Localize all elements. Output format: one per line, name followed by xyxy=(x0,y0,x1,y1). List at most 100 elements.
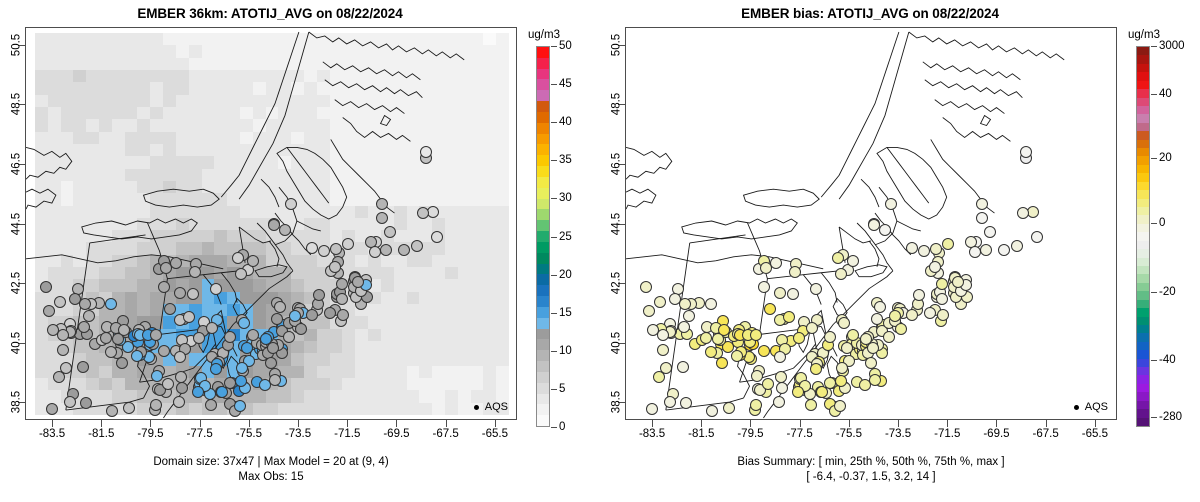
colorbar-tick xyxy=(1151,291,1157,293)
raster-cell xyxy=(419,291,433,305)
colorbar-segment xyxy=(1137,190,1149,199)
raster-cell xyxy=(406,291,420,305)
raster-cell xyxy=(214,217,228,231)
raster-cell xyxy=(111,119,125,132)
colorbar-segment xyxy=(1137,257,1149,266)
raster-cell xyxy=(188,94,202,107)
aqs-monitor-point xyxy=(888,310,901,323)
colorbar-segment xyxy=(1137,375,1149,384)
raster-cell xyxy=(47,57,61,70)
aqs-monitor-point xyxy=(868,374,881,387)
raster-cell xyxy=(483,390,497,403)
raster-cell xyxy=(457,402,471,415)
colorbar-model-gradient xyxy=(536,46,550,427)
raster-cell xyxy=(111,45,125,58)
raster-cell xyxy=(496,57,509,70)
x-tick-label: -71.5 xyxy=(334,428,361,440)
raster-cell xyxy=(47,353,61,366)
raster-cell xyxy=(483,45,497,58)
raster-cell xyxy=(137,82,151,95)
raster-cell xyxy=(35,390,48,403)
aqs-monitor-point xyxy=(191,385,204,398)
raster-cell xyxy=(60,217,74,231)
colorbar-segment xyxy=(537,166,549,177)
x-tick-label: -83.5 xyxy=(638,428,666,440)
colorbar-segment xyxy=(1137,207,1149,216)
raster-cell xyxy=(47,390,61,403)
x-tick-label: -81.5 xyxy=(88,428,115,440)
raster-cell xyxy=(111,33,125,46)
raster-cell xyxy=(483,279,497,292)
raster-cell xyxy=(496,365,509,379)
colorbar-tick xyxy=(551,84,557,86)
colorbar-segment xyxy=(537,306,549,318)
raster-cell xyxy=(201,242,215,255)
y-tick-label: 38.5 xyxy=(610,390,622,414)
raster-cell xyxy=(137,45,151,58)
raster-cell xyxy=(393,254,407,268)
raster-cell xyxy=(457,131,471,144)
aqs-monitor-point xyxy=(82,310,95,323)
colorbar-segment xyxy=(1137,131,1149,140)
raster-cell xyxy=(342,328,356,342)
raster-cell xyxy=(470,94,484,107)
raster-cell xyxy=(214,230,228,243)
raster-cell xyxy=(201,69,215,83)
colorbar-tick xyxy=(1151,93,1157,95)
raster-cell xyxy=(329,402,343,415)
raster-cell xyxy=(355,402,369,415)
raster-cell xyxy=(291,291,305,305)
raster-cell xyxy=(406,106,420,120)
raster-cell xyxy=(432,94,445,107)
raster-cell xyxy=(35,267,48,280)
raster-cell xyxy=(163,119,176,132)
raster-cell xyxy=(35,378,48,391)
raster-cell xyxy=(406,168,420,181)
raster-cell xyxy=(380,304,394,317)
raster-cell xyxy=(86,168,100,181)
raster-cell xyxy=(150,205,164,218)
y-tick xyxy=(618,104,625,106)
raster-cell xyxy=(316,106,330,120)
aqs-monitor-point xyxy=(419,145,432,158)
raster-cell xyxy=(137,304,151,317)
raster-cell xyxy=(419,316,433,329)
colorbar-segment xyxy=(537,57,549,69)
raster-cell xyxy=(355,341,369,354)
aqs-monitor-point xyxy=(1030,230,1043,243)
raster-cell xyxy=(406,267,420,280)
raster-cell xyxy=(175,131,189,144)
aqs-monitor-point xyxy=(706,405,719,418)
colorbar-segment xyxy=(537,209,549,221)
raster-cell xyxy=(457,316,471,329)
raster-cell xyxy=(137,205,151,218)
raster-cell xyxy=(393,180,407,194)
colorbar-segment xyxy=(537,90,549,102)
raster-cell xyxy=(35,316,48,329)
colorbar-segment xyxy=(1137,333,1149,342)
raster-cell xyxy=(355,242,369,255)
raster-cell xyxy=(355,316,369,329)
colorbar-segment xyxy=(1137,282,1149,292)
raster-cell xyxy=(393,341,407,354)
aqs-monitor-point xyxy=(342,238,355,251)
aqs-monitor-point xyxy=(646,324,659,337)
colorbar-segment xyxy=(1137,232,1149,241)
raster-cell xyxy=(483,353,497,366)
y-tick xyxy=(618,342,625,344)
raster-cell xyxy=(188,45,202,58)
raster-cell xyxy=(99,279,112,292)
colorbar-tick-label: 20 xyxy=(559,268,572,281)
raster-cell xyxy=(124,131,138,144)
raster-cell xyxy=(483,119,497,132)
raster-cell xyxy=(35,94,48,107)
colorbar-segment xyxy=(1137,223,1149,233)
raster-cell xyxy=(483,242,497,255)
aqs-monitor-point xyxy=(52,370,65,383)
aqs-monitor-point xyxy=(652,370,665,383)
aqs-monitor-point xyxy=(682,310,695,323)
aqs-monitor-point xyxy=(722,401,735,414)
raster-cell xyxy=(163,45,176,58)
x-tick xyxy=(701,420,703,427)
